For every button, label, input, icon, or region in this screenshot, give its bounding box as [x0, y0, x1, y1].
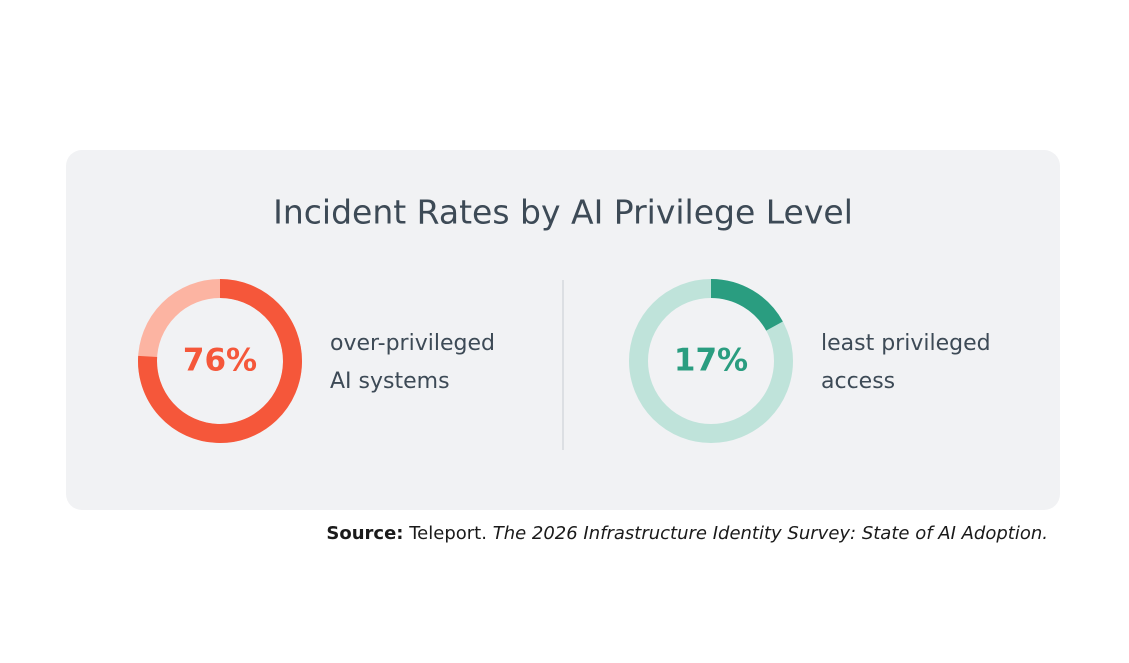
donut-segment — [138, 279, 302, 443]
donut-caption: least privileged — [821, 331, 991, 356]
donut-caption: access — [821, 369, 895, 394]
source-publisher: Teleport. — [408, 523, 487, 544]
donut-caption: AI systems — [330, 369, 450, 394]
source-work: The 2026 Infrastructure Identity Survey:… — [493, 523, 1048, 544]
source-note: Source: Teleport. The 2026 Infrastructur… — [326, 523, 1048, 544]
donut-segment — [710, 279, 783, 331]
donut-caption: over-privileged — [330, 331, 495, 356]
donut-value-label: 17% — [674, 343, 748, 379]
chart-title: Incident Rates by AI Privilege Level — [273, 193, 853, 232]
donut-value-label: 76% — [183, 343, 257, 379]
source-lead: Source: — [326, 523, 403, 544]
